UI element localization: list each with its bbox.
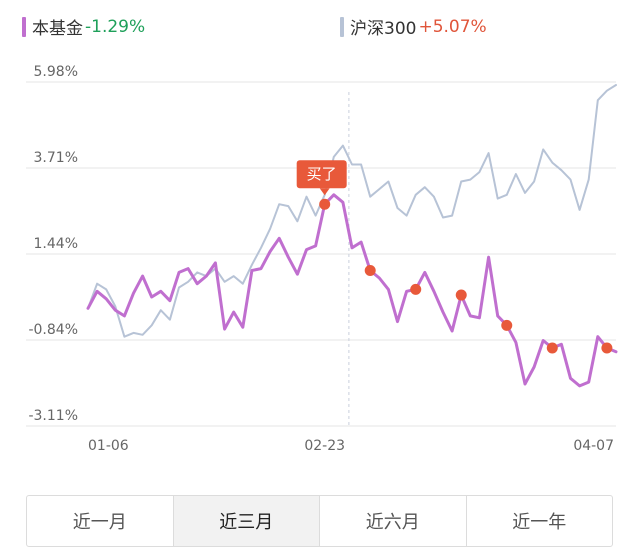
- tab-3-months[interactable]: 近三月: [173, 496, 320, 546]
- buy-points: [319, 198, 613, 354]
- legend-fund-swatch: [22, 16, 26, 37]
- index-series-line: [87, 84, 617, 338]
- y-tick-label: 1.44%: [34, 236, 78, 252]
- buy-point: [501, 319, 513, 331]
- legend-fund-name: 本基金: [32, 19, 83, 39]
- buy-tag: 买了: [296, 160, 347, 196]
- y-tick-label: 3.71%: [34, 150, 78, 166]
- performance-chart: 5.98% 3.71% 1.44% -0.84% -3.11% 01-06 02-23 04…: [26, 64, 618, 454]
- legend-index-swatch: [340, 16, 344, 37]
- legend-index-change: +5.07%: [418, 16, 487, 37]
- y-axis-ticks: 5.98% 3.71% 1.44% -0.84% -3.11%: [28, 64, 78, 424]
- buy-point: [546, 342, 558, 354]
- x-axis-ticks: 01-06 02-23 04-07: [88, 438, 614, 454]
- chart-legend: 本基金 -1.29% 沪深300 +5.07%: [0, 10, 640, 42]
- buy-point: [319, 198, 331, 210]
- chart-lines: [86, 84, 618, 388]
- buy-tag-box: [296, 160, 347, 189]
- legend-fund: 本基金 -1.29%: [22, 14, 145, 39]
- tab-1-year[interactable]: 近一年: [512, 512, 567, 533]
- y-tick-label: -3.11%: [28, 408, 78, 424]
- legend-index-name: 沪深300: [350, 19, 417, 39]
- fund-series-line: [86, 193, 618, 388]
- buy-tag-label: 买了: [307, 165, 337, 183]
- y-tick-label: 5.98%: [34, 64, 78, 80]
- legend-index: 沪深300 +5.07%: [340, 14, 487, 39]
- x-tick-label: 01-06: [88, 438, 129, 454]
- x-tick-label: 02-23: [304, 438, 345, 454]
- y-tick-label: -0.84%: [28, 322, 78, 338]
- period-tabs: 近一月 近三月 近六月 近一年: [26, 495, 613, 547]
- x-tick-label: 04-07: [573, 438, 614, 454]
- buy-tag-pointer: [319, 188, 330, 196]
- tab-1-month[interactable]: 近一月: [27, 496, 174, 546]
- chart-grid: [26, 81, 616, 427]
- legend-fund-change: -1.29%: [85, 16, 146, 37]
- buy-point: [410, 283, 422, 295]
- buy-point: [601, 342, 613, 354]
- tab-6-months[interactable]: 近六月: [320, 496, 467, 546]
- buy-point: [364, 264, 376, 276]
- buy-point: [455, 289, 467, 301]
